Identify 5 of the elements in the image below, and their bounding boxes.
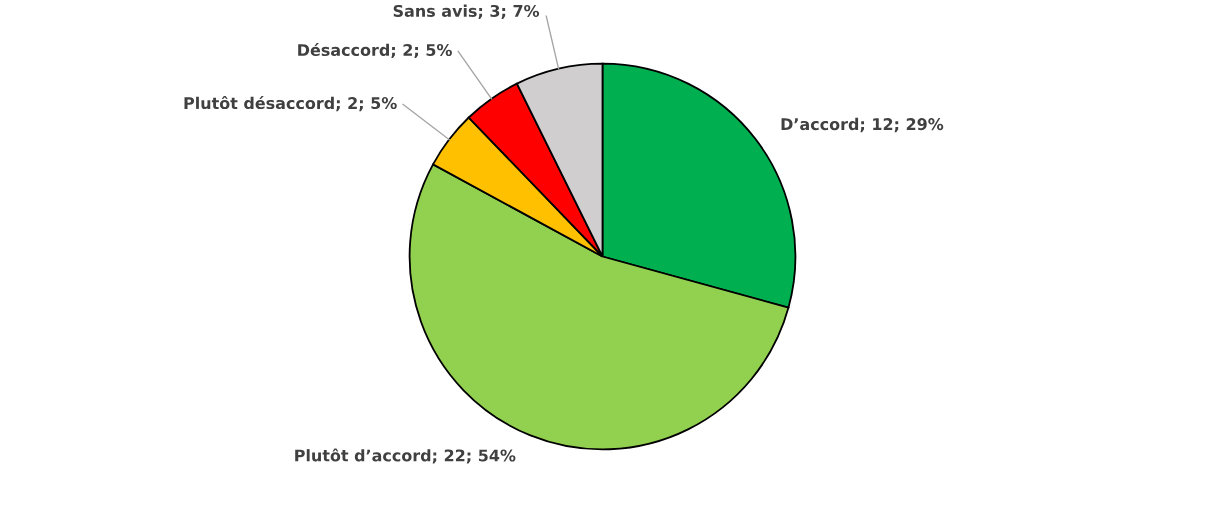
slice-label: D’accord; 12; 29% (781, 117, 944, 133)
slice-label: Sans avis; 3; 7% (393, 4, 540, 20)
slice-label: Désaccord; 2; 5% (298, 43, 452, 59)
slice-label: Plutôt désaccord; 2; 5% (184, 96, 397, 112)
slice-label: Plutôt d’accord; 22; 54% (295, 448, 516, 464)
